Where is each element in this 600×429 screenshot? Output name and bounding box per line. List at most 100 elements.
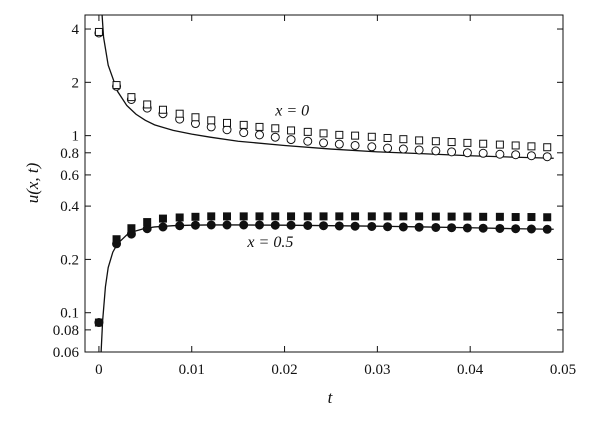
- data-point-filled-circle: [158, 222, 168, 232]
- data-point-filled-circle: [270, 220, 280, 230]
- data-point-open-square: [239, 120, 248, 129]
- data-point-open-square: [94, 27, 103, 36]
- data-point-open-square: [127, 93, 136, 102]
- data-point-filled-circle: [222, 220, 232, 230]
- data-point-filled-square: [335, 212, 344, 221]
- data-point-filled-circle: [206, 220, 216, 230]
- data-point-filled-square: [158, 214, 167, 223]
- data-point-filled-square: [447, 212, 456, 221]
- y-tick-label: 2: [72, 75, 80, 91]
- data-point-open-circle: [398, 144, 408, 154]
- series-5: [94, 212, 552, 327]
- data-point-open-square: [463, 138, 472, 147]
- data-point-open-square: [543, 143, 552, 152]
- data-point-open-circle: [447, 147, 457, 157]
- data-point-filled-square: [527, 213, 536, 222]
- x-tick-label: 0.04: [457, 362, 484, 378]
- data-point-filled-square: [303, 212, 312, 221]
- data-point-open-circle: [542, 152, 552, 162]
- y-tick-label: 0.8: [60, 146, 79, 162]
- data-point-filled-circle: [350, 221, 360, 231]
- data-point-open-square: [303, 127, 312, 136]
- data-point-filled-square: [207, 212, 216, 221]
- data-point-filled-square: [191, 212, 200, 221]
- data-point-filled-circle: [319, 221, 329, 231]
- data-point-filled-square: [127, 224, 136, 233]
- data-point-open-square: [271, 124, 280, 133]
- y-tick-label: 0.08: [53, 323, 79, 339]
- data-point-filled-square: [367, 212, 376, 221]
- series-line: [101, 15, 554, 159]
- data-point-open-circle: [431, 146, 441, 156]
- y-tick-label: 1: [72, 129, 80, 145]
- data-point-open-square: [495, 140, 504, 149]
- data-point-filled-circle: [495, 223, 505, 233]
- data-point-filled-square: [319, 212, 328, 221]
- data-point-open-circle: [414, 145, 424, 155]
- y-tick-label: 0.1: [60, 306, 79, 322]
- data-point-filled-circle: [398, 222, 408, 232]
- data-point-open-square: [351, 131, 360, 140]
- y-tick-label: 0.6: [60, 168, 79, 184]
- data-point-filled-circle: [383, 222, 393, 232]
- data-point-open-circle: [526, 151, 536, 161]
- series-3: [100, 224, 554, 352]
- data-point-filled-circle: [286, 220, 296, 230]
- plot-frame: [84, 14, 564, 353]
- curve-annotation: x = 0.5: [246, 234, 293, 251]
- x-tick-label: 0.05: [550, 362, 576, 378]
- data-point-filled-circle: [190, 220, 200, 230]
- data-point-filled-circle: [431, 222, 441, 232]
- data-point-filled-circle: [239, 220, 249, 230]
- data-point-filled-square: [351, 212, 360, 221]
- y-tick-label: 4: [72, 22, 80, 38]
- curve-annotation: x = 0: [274, 102, 309, 119]
- data-point-open-circle: [270, 132, 280, 142]
- data-point-open-square: [207, 116, 216, 125]
- x-tick-label: 0.02: [271, 362, 297, 378]
- data-point-filled-square: [112, 235, 121, 244]
- data-point-filled-square: [463, 212, 472, 221]
- data-point-open-square: [367, 132, 376, 141]
- x-tick-label: 0: [95, 362, 103, 378]
- data-point-open-square: [191, 113, 200, 122]
- data-point-filled-square: [175, 213, 184, 222]
- data-point-filled-circle: [175, 221, 185, 231]
- data-point-open-circle: [303, 136, 313, 146]
- data-point-filled-circle: [526, 224, 536, 234]
- data-point-open-square: [383, 133, 392, 142]
- data-point-filled-square: [143, 218, 152, 227]
- x-axis-ticks: 0 0.01 0.02 0.03 0.04 0.05: [95, 15, 576, 378]
- data-point-open-circle: [350, 140, 360, 150]
- series-4: [94, 220, 552, 328]
- data-point-open-square: [479, 139, 488, 148]
- data-point-open-square: [158, 105, 167, 114]
- data-point-open-square: [175, 109, 184, 118]
- y-axis-ticks: 0.06 0.080.1 0.2 0.4 0.6 0.81 2 4: [53, 22, 563, 361]
- data-point-open-circle: [495, 149, 505, 159]
- data-point-filled-square: [255, 212, 264, 221]
- data-point-open-circle: [286, 135, 296, 145]
- data-point-filled-circle: [367, 221, 377, 231]
- data-point-open-square: [399, 135, 408, 144]
- data-point-filled-square: [287, 212, 296, 221]
- data-point-open-square: [415, 136, 424, 145]
- y-tick-label: 0.06: [53, 345, 80, 361]
- data-point-open-square: [335, 130, 344, 139]
- data-point-open-circle: [462, 148, 472, 158]
- data-point-open-square: [287, 126, 296, 135]
- data-point-filled-square: [383, 212, 392, 221]
- data-point-filled-square: [543, 213, 552, 222]
- x-axis-label: t: [328, 388, 334, 407]
- data-point-open-circle: [222, 125, 232, 135]
- data-point-open-square: [255, 122, 264, 131]
- data-point-open-square: [527, 142, 536, 151]
- data-point-filled-circle: [447, 223, 457, 233]
- data-point-open-square: [112, 81, 121, 90]
- x-tick-label: 0.01: [179, 362, 205, 378]
- data-point-open-square: [143, 100, 152, 109]
- data-point-filled-square: [223, 212, 232, 221]
- y-axis-label: u(x, t): [23, 162, 42, 203]
- data-point-filled-square: [479, 212, 488, 221]
